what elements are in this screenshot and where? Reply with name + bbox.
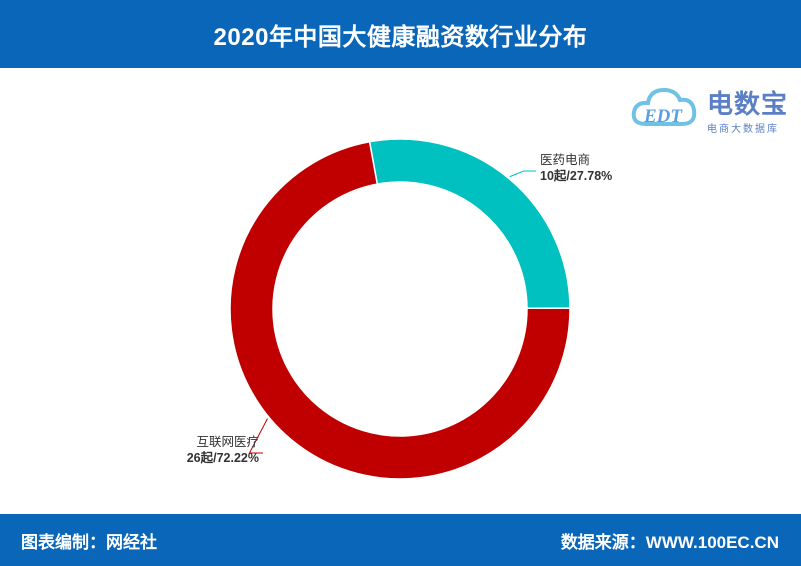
donut-slice-1 [229, 140, 571, 480]
footer-bar: 图表编制：网经社 数据来源：WWW.100EC.CN [0, 514, 801, 566]
chart-title: 2020年中国大健康融资数行业分布 [213, 23, 588, 51]
label-value-0: 10起/27.78% [540, 168, 612, 183]
footer-credit: 图表编制：网经社 [21, 532, 157, 552]
label-name-1: 互联网医疗 [196, 435, 259, 449]
cloud-logo-icon: EDT [631, 87, 697, 127]
leader-line-1 [248, 418, 268, 454]
label-value-1: 26起/72.22% [187, 450, 259, 465]
logo-text: 电数宝 [707, 89, 789, 119]
footer-source: 数据来源：WWW.100EC.CN [560, 532, 779, 552]
chart-title-bar: 2020年中国大健康融资数行业分布 [0, 0, 801, 68]
logo-subtitle: 电商大数据库 [707, 124, 779, 135]
logo-badge: EDT [643, 106, 683, 127]
leader-line-0 [509, 170, 536, 178]
label-name-0: 医药电商 [540, 152, 590, 167]
